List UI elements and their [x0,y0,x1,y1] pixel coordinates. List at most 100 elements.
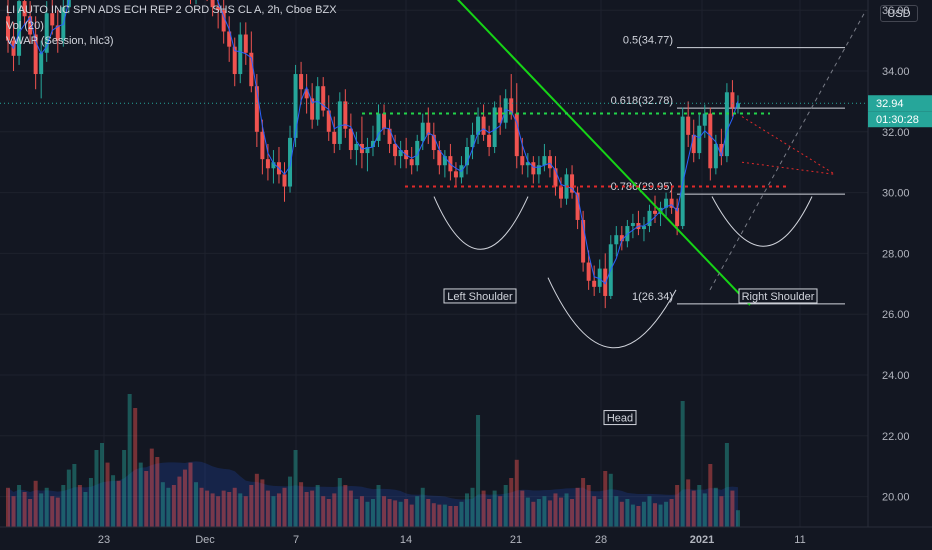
volume-bar [166,487,171,527]
candle-body [227,31,232,47]
x-tick-label: 11 [794,534,805,546]
volume-bar [22,492,27,527]
volume-bar [205,490,210,527]
volume-bar [199,487,204,527]
volume-bar [570,499,575,527]
vwap-indicator-label[interactable]: VWAP (Session, hlc3) [6,35,114,47]
volume-bar [442,504,447,527]
volume-bar [476,415,481,527]
volume-bar [6,487,10,527]
candle-body [44,13,49,53]
downtrend-line [456,0,751,306]
volume-bar [282,487,287,527]
candle-body [730,92,735,108]
x-tick-label: 28 [595,534,607,546]
volume-bar [332,493,337,527]
volume-bar [160,482,165,527]
volume-bar [370,499,375,527]
countdown-value: 01:30:28 [876,114,919,126]
candle-body [249,52,254,87]
volume-bar [299,482,304,527]
pattern-drawings[interactable]: Left Shoulder Head Right Shoulder [0,0,868,426]
volume-bar [453,506,458,527]
candle-body [724,92,729,157]
volume-bar [194,482,199,527]
candle-body [553,168,558,187]
candle-body [664,198,669,208]
pennant-line [741,161,836,175]
volume-bar [271,496,276,527]
volume-bar [354,499,359,527]
candle-body [520,156,525,166]
x-tick-label: 23 [98,534,110,546]
volume-bar [653,503,658,527]
volume-bar [503,485,508,527]
candle-body [476,116,481,135]
volume-bar [669,499,674,527]
candle-body [420,122,425,141]
candle-body [315,86,320,120]
candle-body [243,34,248,53]
time-axis[interactable]: 23 Dec 7 14 21 28 2021 11 [98,534,806,546]
volume-bars [6,394,740,527]
volume-bar [431,503,436,527]
fibonacci-retracement[interactable]: 0(43.21)0.236(39.23)0.382(36.76)0.5(34.7… [611,0,845,305]
volume-bar [564,493,569,527]
volume-bar [171,485,176,527]
volume-bar [249,485,254,527]
volume-bar [348,490,353,527]
candle-body [33,34,38,75]
candle-body [382,113,387,129]
volume-bar [265,490,270,527]
volume-bar [547,500,552,527]
volume-bar [619,501,624,527]
volume-bar [55,497,60,527]
candle-body [370,140,375,147]
volume-bar [525,497,530,527]
volume-bar [17,485,22,527]
y-tick-label: 30.00 [882,188,910,200]
volume-bar [514,459,519,527]
y-tick-label: 32.00 [882,127,910,139]
candle-body [321,86,326,111]
volume-bar [83,492,88,527]
candle-body [536,165,541,175]
y-tick-label: 28.00 [882,248,910,260]
candle-body [453,171,458,178]
volume-bar [221,490,226,527]
candle-body [310,98,315,120]
volume-indicator-label[interactable]: Vol (20) [6,20,44,32]
volume-bar [72,464,77,527]
volume-bar [559,497,563,527]
candle-body [647,210,652,227]
volume-bar [149,448,154,527]
candle-body [641,226,646,230]
volume-bar [66,469,71,527]
candle-body [713,143,718,169]
volume-bar [575,487,580,527]
candle-body [603,268,608,296]
candle-body [630,223,635,227]
candle-body [210,0,215,8]
volume-bar [420,487,425,527]
volume-bar [182,469,187,527]
volume-bar [276,493,281,527]
candle-body [492,107,497,147]
volume-bar [735,510,740,527]
candle-body [470,134,475,147]
symbol-title[interactable]: LI AUTO INC SPN ADS ECH REP 2 ORD SHS CL… [6,4,337,16]
currency-button[interactable]: USD [880,5,918,22]
candle-body [559,186,563,199]
volume-bar [713,487,718,527]
volume-bar [608,473,613,527]
candle-body [55,25,60,41]
volume-bar [393,500,398,527]
left-shoulder-curve [433,196,529,250]
volume-bar [260,479,265,527]
volume-bar [28,499,33,527]
candle-body [393,143,398,157]
volume-bar [586,485,591,527]
volume-bar [288,476,293,527]
